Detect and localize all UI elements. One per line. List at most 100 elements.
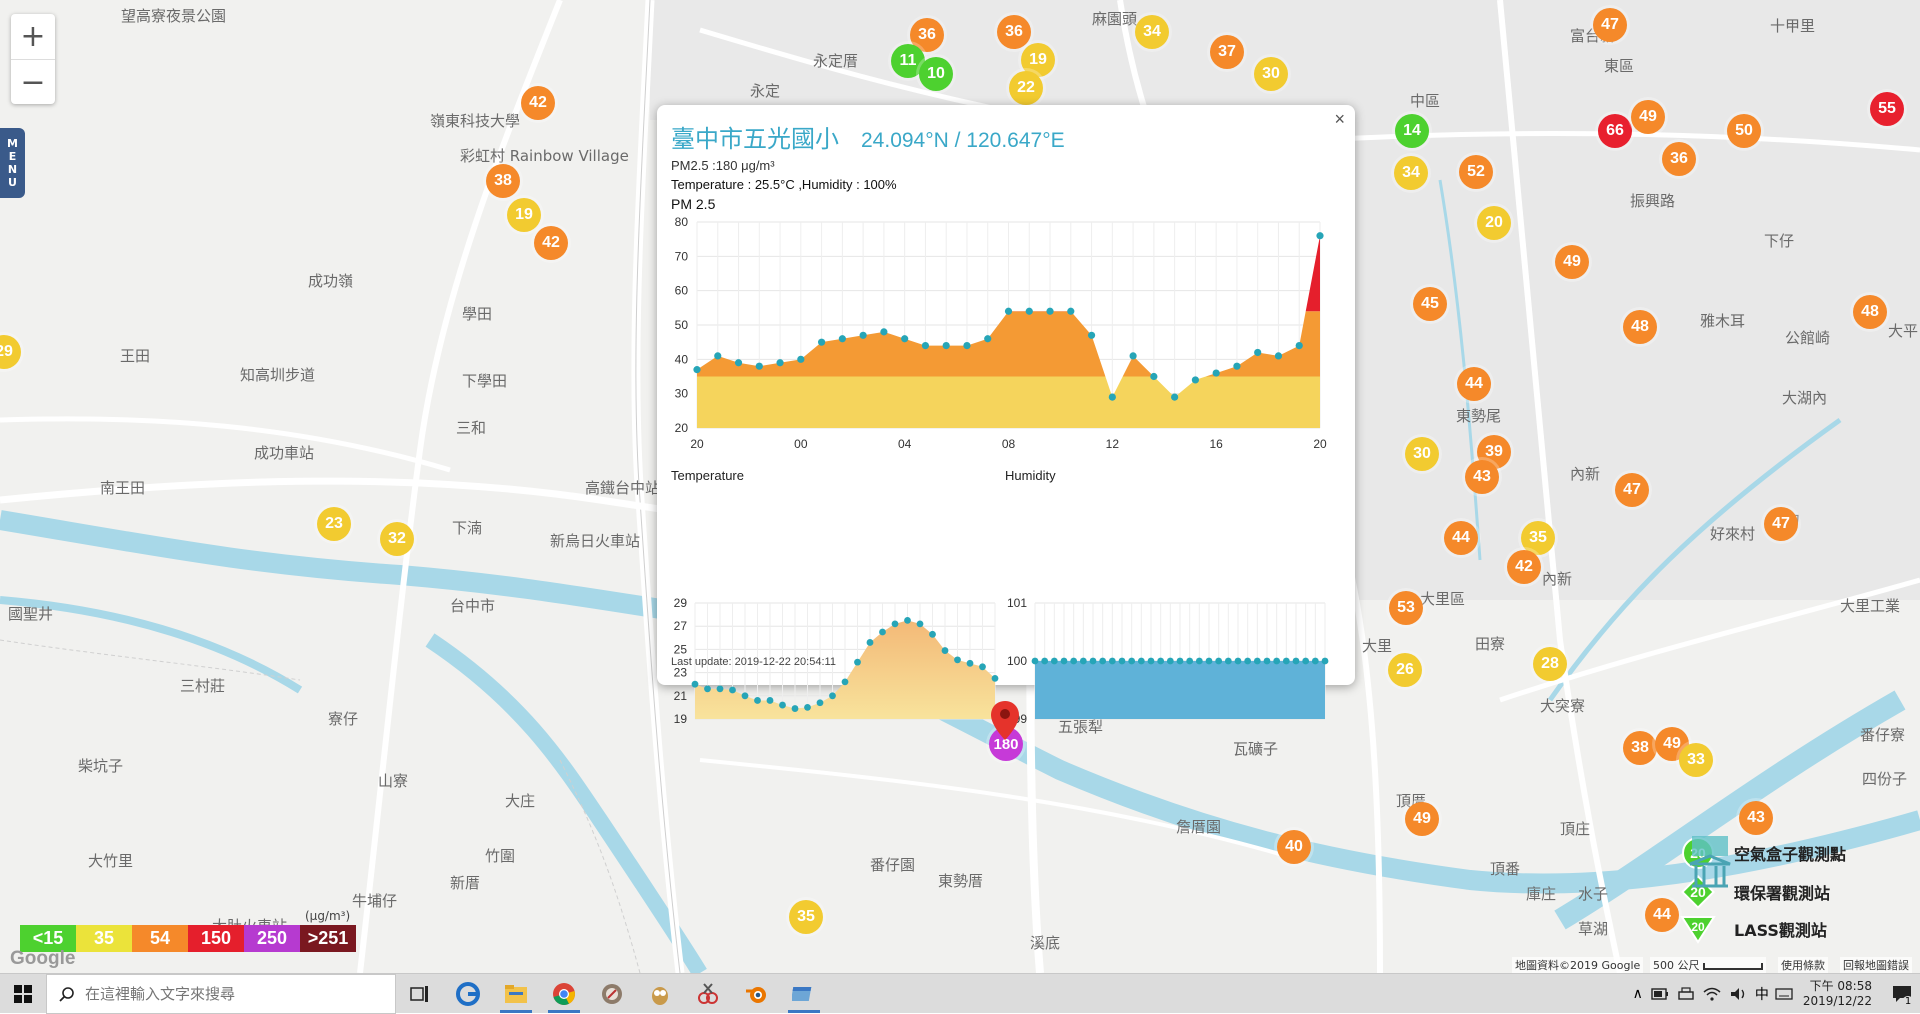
svg-text:20: 20 <box>1691 920 1705 934</box>
station-marker[interactable]: 42 <box>1507 550 1541 584</box>
map-place-label: 草湖 <box>1578 920 1609 938</box>
station-marker[interactable]: 43 <box>1739 801 1773 835</box>
lass-marker-icon: 20 <box>1680 916 1716 944</box>
station-marker[interactable]: 44 <box>1645 898 1679 932</box>
station-marker[interactable]: 14 <box>1395 114 1429 148</box>
station-marker[interactable]: 47 <box>1615 473 1649 507</box>
station-marker[interactable]: 49 <box>1405 802 1439 836</box>
station-marker[interactable]: 35 <box>1521 521 1555 555</box>
app-icon-window[interactable] <box>780 974 828 1014</box>
station-marker[interactable]: 44 <box>1457 367 1491 401</box>
zoom-in-button[interactable]: + <box>20 19 46 54</box>
battery-icon[interactable] <box>1651 987 1669 1001</box>
app-icon-compass[interactable] <box>588 974 636 1014</box>
station-marker[interactable]: 29 <box>0 335 21 369</box>
station-marker[interactable]: 44 <box>1444 521 1478 555</box>
map-data-attribution[interactable]: 地圖資料©2019 Google <box>1512 957 1644 973</box>
scale-bar <box>1703 962 1763 970</box>
station-marker[interactable]: 34 <box>1394 156 1428 190</box>
station-marker[interactable]: 20 <box>1477 206 1511 240</box>
temp-chart-label: Temperature <box>671 468 744 483</box>
station-marker[interactable]: 36 <box>1662 142 1696 176</box>
station-marker[interactable]: 39 <box>1477 435 1511 469</box>
edge-icon[interactable] <box>444 974 492 1014</box>
printer-icon[interactable] <box>1677 987 1695 1001</box>
station-marker[interactable]: 43 <box>1465 460 1499 494</box>
pm-data-point <box>797 355 805 363</box>
legend-swatches: <15 35 54 150 250 >251 <box>20 925 356 952</box>
zoom-out-button[interactable]: − <box>11 59 55 104</box>
keyboard-icon[interactable] <box>1775 987 1793 1001</box>
taskbar-search-input[interactable] <box>85 984 365 1003</box>
volume-icon[interactable] <box>1729 986 1747 1002</box>
hum-data-point <box>1166 657 1174 665</box>
blender-icon[interactable] <box>732 974 780 1014</box>
task-view-icon[interactable] <box>396 974 444 1014</box>
taskbar-clock[interactable]: 下午 08:58 2019/12/22 <box>1803 979 1872 1009</box>
station-marker[interactable]: 48 <box>1853 295 1887 329</box>
station-marker[interactable]: 48 <box>1623 310 1657 344</box>
station-marker[interactable]: 53 <box>1389 591 1423 625</box>
station-marker[interactable]: 47 <box>1764 507 1798 541</box>
map-place-label: 公館崎 <box>1785 329 1831 347</box>
station-marker[interactable]: 38 <box>1623 731 1657 765</box>
selected-station-pin[interactable] <box>990 700 1020 742</box>
map-place-label: 知高圳步道 <box>240 366 316 384</box>
station-marker[interactable]: 52 <box>1459 155 1493 189</box>
file-explorer-icon[interactable] <box>492 974 540 1014</box>
chrome-icon[interactable] <box>540 974 588 1014</box>
map-place-label: 內新 <box>1570 465 1601 483</box>
station-marker[interactable]: 22 <box>1009 71 1043 105</box>
station-marker[interactable]: 34 <box>1135 15 1169 49</box>
legend-swatch: 150 <box>188 925 244 952</box>
station-marker[interactable]: 42 <box>534 226 568 260</box>
app-icon-snipping[interactable] <box>684 974 732 1014</box>
station-marker[interactable]: 180 <box>989 727 1023 761</box>
ime-indicator[interactable]: 中 <box>1754 987 1769 1003</box>
station-marker[interactable]: 28 <box>1533 647 1567 681</box>
notification-center-button[interactable]: 1 <box>1884 974 1920 1014</box>
menu-letter: E <box>8 150 17 163</box>
station-marker[interactable]: 49 <box>1555 245 1589 279</box>
station-marker[interactable]: 66 <box>1598 114 1632 148</box>
station-marker[interactable]: 30 <box>1405 437 1439 471</box>
station-marker[interactable]: 35 <box>789 900 823 934</box>
map-place-label: 新烏日火車站 <box>550 532 641 550</box>
legend-lass-label: LASS觀測站 <box>1734 921 1827 940</box>
station-marker[interactable]: 26 <box>1388 653 1422 687</box>
map-scale[interactable]: 500 公尺 <box>1650 957 1766 973</box>
taskbar-search[interactable] <box>46 973 396 1014</box>
station-marker[interactable]: 23 <box>317 507 351 541</box>
pm-data-point <box>1295 342 1303 350</box>
hum-data-point <box>1282 657 1290 665</box>
terms-link[interactable]: 使用條款 <box>1778 957 1828 973</box>
temp-data-point <box>829 692 836 700</box>
station-marker[interactable]: 19 <box>1021 43 1055 77</box>
start-button[interactable] <box>0 974 46 1014</box>
last-update: Last update: 2019-12-22 20:54:11 <box>671 656 836 668</box>
pm-data-point <box>838 335 846 343</box>
station-marker[interactable]: 32 <box>380 522 414 556</box>
app-icon-owl[interactable] <box>636 974 684 1014</box>
station-marker[interactable]: 36 <box>997 15 1031 49</box>
station-marker[interactable]: 50 <box>1727 114 1761 148</box>
station-marker[interactable]: 19 <box>507 198 541 232</box>
report-error-link[interactable]: 回報地圖錯誤 <box>1840 957 1912 973</box>
hum-data-point <box>1195 657 1203 665</box>
station-marker[interactable]: 40 <box>1277 830 1311 864</box>
temp-y-tick: 25 <box>674 642 688 656</box>
station-marker[interactable]: 47 <box>1593 8 1627 42</box>
station-marker[interactable]: 42 <box>521 86 555 120</box>
station-marker[interactable]: 49 <box>1631 100 1665 134</box>
station-marker[interactable]: 30 <box>1254 57 1288 91</box>
station-marker[interactable]: 10 <box>919 57 953 91</box>
station-marker[interactable]: 37 <box>1210 35 1244 69</box>
tray-chevron-up-icon[interactable]: ∧ <box>1632 986 1643 1002</box>
popup-close-button[interactable]: × <box>1334 109 1345 129</box>
station-marker[interactable]: 38 <box>486 164 520 198</box>
station-marker[interactable]: 55 <box>1870 92 1904 126</box>
wifi-icon[interactable] <box>1703 986 1721 1002</box>
station-marker[interactable]: 33 <box>1679 743 1713 777</box>
station-marker[interactable]: 45 <box>1413 287 1447 321</box>
